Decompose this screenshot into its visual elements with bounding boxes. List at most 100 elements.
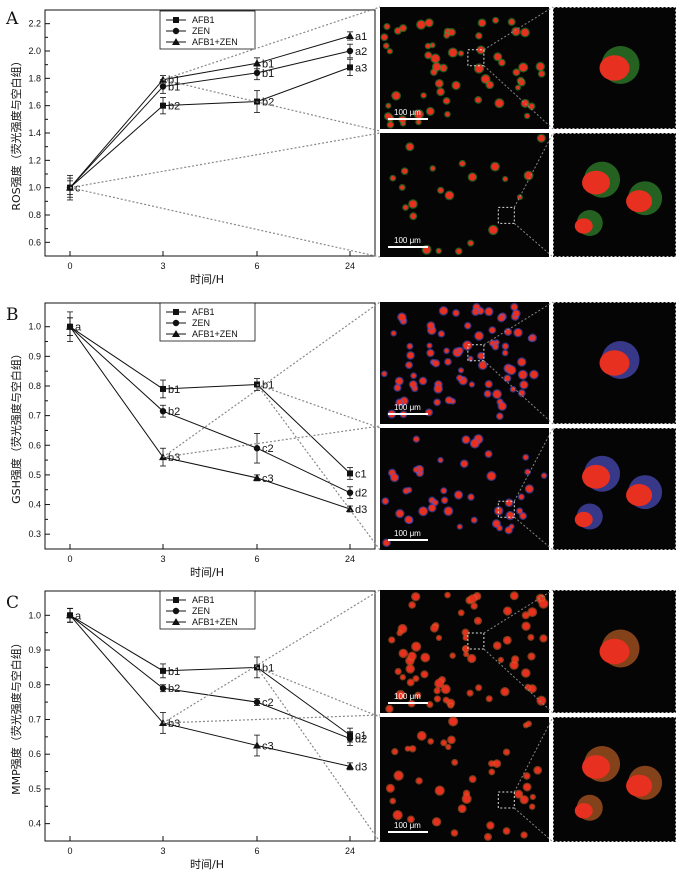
zoom-frame — [553, 302, 676, 424]
y-tick-label: 1.8 — [28, 73, 41, 83]
zoom-cell-nucleus — [582, 170, 611, 195]
cell-nucleus — [427, 343, 432, 348]
cell-nucleus — [392, 749, 398, 755]
cell-nucleus — [469, 595, 477, 603]
cell-nucleus — [390, 798, 395, 804]
cell-nucleus — [472, 308, 479, 315]
data-point — [66, 322, 74, 330]
significance-label: d3 — [355, 761, 367, 773]
legend-item: AFB1 — [166, 307, 215, 317]
cell-nucleus — [407, 352, 414, 359]
cell-nucleus — [534, 767, 541, 774]
cell-nucleus — [485, 308, 493, 315]
cell-nucleus — [504, 375, 511, 382]
cell-nucleus — [485, 451, 492, 457]
data-point — [159, 407, 167, 415]
cell-nucleus — [515, 790, 523, 798]
cell-nucleus — [539, 599, 548, 608]
cell-nucleus — [528, 635, 534, 640]
legend-label: ZEN — [192, 26, 210, 36]
dotted-connector — [256, 384, 381, 551]
significance-label: b2 — [168, 683, 180, 695]
cell-nucleus — [503, 828, 510, 834]
cell-nucleus — [425, 52, 432, 59]
legend-marker — [173, 597, 179, 603]
cell-nucleus — [400, 25, 406, 31]
cell-nucleus — [445, 359, 451, 365]
cell-nucleus — [409, 200, 417, 208]
cell-nucleus — [519, 370, 527, 379]
x-tick-label: 24 — [345, 554, 355, 564]
cell-nucleus — [399, 185, 405, 190]
x-tick-label: 6 — [254, 261, 259, 271]
data-point — [346, 31, 354, 39]
legend-item: AFB1+ZEN — [166, 37, 238, 47]
cell-nucleus — [487, 822, 494, 829]
y-tick-label: 2.2 — [28, 19, 41, 29]
micrograph-panel: 100 μm 100 μm — [380, 6, 676, 258]
cell-nucleus — [493, 760, 501, 767]
cell-nucleus — [542, 473, 547, 478]
dotted-connector — [162, 79, 381, 132]
cell-nucleus — [444, 33, 449, 38]
cell-nucleus — [464, 652, 468, 657]
data-point — [253, 445, 261, 452]
panel-letter: A — [5, 9, 19, 29]
cell-nucleus — [530, 804, 535, 809]
cell-nucleus — [499, 59, 505, 66]
cell-nucleus — [444, 348, 449, 353]
cell-nucleus — [389, 637, 395, 643]
cell-nucleus — [494, 642, 501, 649]
cell-nucleus — [475, 332, 483, 340]
scale-bar-label: 100 μm — [394, 821, 421, 830]
series-line — [69, 614, 351, 767]
data-point — [160, 385, 166, 392]
cell-nucleus — [407, 344, 413, 349]
legend-item: AFB1+ZEN — [166, 329, 238, 339]
cell-nucleus — [504, 607, 512, 615]
panel-c: C 0.4 0.5 0.6 0.7 0.8 0.9 1.0 0 3 6 24 时间/H MMP强度（荧光强… — [6, 589, 676, 871]
cell-nucleus — [400, 675, 405, 680]
cell-nucleus — [522, 612, 529, 619]
significance-label: c — [75, 183, 81, 195]
dotted-connector — [162, 589, 381, 724]
y-tick-label: 1.0 — [28, 610, 41, 620]
cell-nucleus — [530, 370, 538, 379]
data-point — [346, 504, 354, 512]
zoom-frame — [553, 428, 676, 550]
y-tick-label: 0.7 — [28, 411, 41, 421]
zoom-frame — [553, 717, 676, 842]
cell-nucleus — [384, 24, 390, 29]
cell-nucleus — [456, 248, 462, 254]
cell-nucleus — [433, 818, 441, 826]
cell-nucleus — [448, 703, 453, 708]
cell-nucleus — [434, 399, 440, 405]
x-tick-label: 3 — [160, 846, 165, 856]
zoom-cell-nucleus — [626, 774, 653, 797]
cell-nucleus — [536, 63, 544, 71]
significance-label: b1 — [262, 58, 274, 70]
cell-nucleus — [449, 717, 458, 726]
significance-label: c2 — [262, 443, 274, 455]
zoom-connector — [483, 589, 554, 634]
cell-nucleus — [409, 602, 415, 608]
cell-nucleus — [435, 679, 443, 688]
dotted-connector — [69, 132, 381, 189]
cell-nucleus — [463, 646, 469, 652]
cell-nucleus — [498, 315, 505, 322]
cell-nucleus — [411, 373, 416, 378]
chart-to-image-connectors — [69, 6, 381, 258]
cell-nucleus — [469, 776, 476, 782]
cell-nucleus — [502, 343, 508, 349]
cell-nucleus — [427, 350, 434, 357]
cell-nucleus — [468, 494, 474, 500]
cell-nucleus — [421, 93, 426, 98]
cell-nucleus — [430, 43, 435, 48]
selection-box — [467, 344, 485, 362]
data-point — [253, 69, 261, 77]
cell-nucleus — [450, 653, 455, 658]
cell-nucleus — [427, 322, 435, 329]
cell-nucleus — [485, 834, 491, 840]
